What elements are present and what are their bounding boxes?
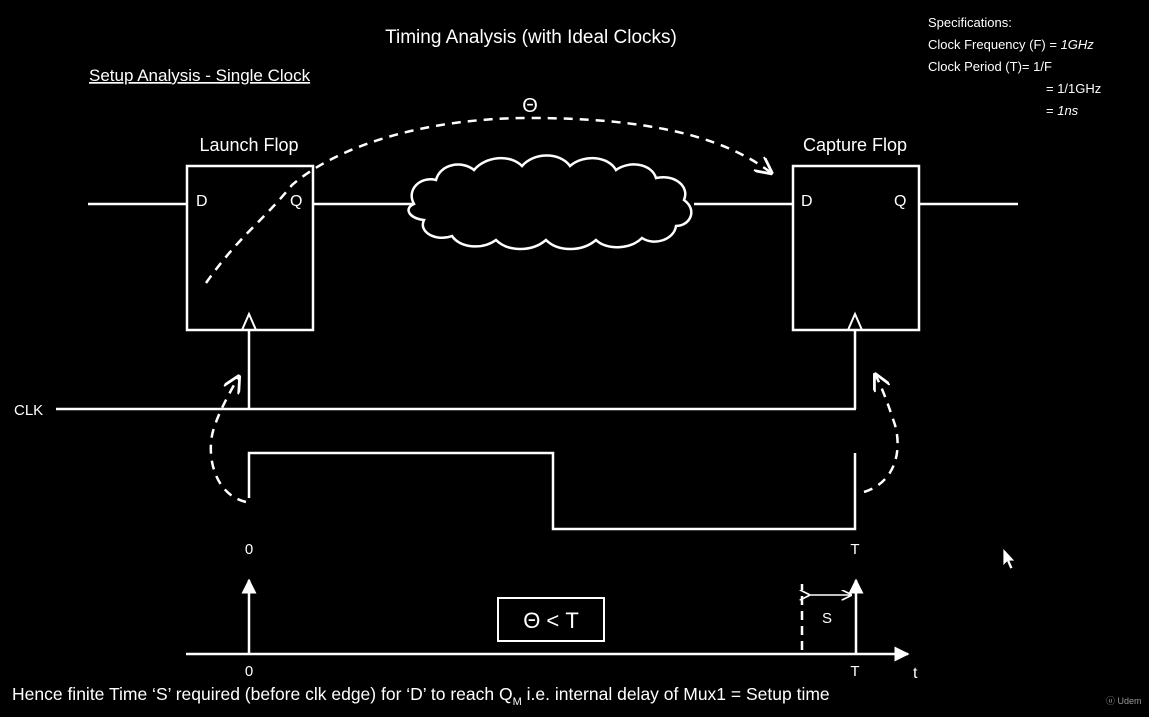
theta-label: Θ — [522, 95, 538, 117]
specifications-heading: Specifications: — [928, 15, 1012, 30]
condition-box — [497, 597, 605, 642]
waveform-end-label: T — [850, 541, 859, 558]
specifications-panel: Specifications: Clock Frequency (F) = 1G… — [928, 12, 1101, 122]
capture-flop-label: Capture Flop — [803, 135, 907, 155]
combinational-logic-cloud — [407, 154, 693, 251]
launch-flop-box — [185, 164, 315, 332]
clock-period-step: = 1/1GHz — [1046, 81, 1102, 96]
clock-frequency-line: Clock Frequency (F) = 1GHz — [928, 37, 1094, 52]
footer-subscript: M — [513, 696, 522, 708]
udemy-watermark: ⓤ Udem — [1106, 696, 1142, 706]
launch-flop-q-pin: Q — [290, 193, 302, 210]
capture-flop-q-pin: Q — [894, 193, 906, 210]
capture-edge-arrow — [863, 376, 899, 494]
clock-period-result: = 1ns — [1046, 103, 1079, 118]
mouse-cursor-icon — [1002, 546, 1016, 570]
footer-prefix: Hence finite Time ‘S’ required (before c… — [12, 684, 513, 704]
time-axis-label: t — [913, 665, 918, 682]
launch-flop-d-pin: D — [196, 193, 208, 210]
capture-flop-box — [791, 164, 921, 332]
footer-sentence: Hence finite Time ‘S’ required (before c… — [12, 684, 830, 708]
waveform-start-label: 0 — [245, 541, 253, 558]
launch-edge-arrow — [209, 378, 247, 504]
setup-time-label: S — [822, 610, 832, 627]
clock-frequency-value: 1GHz — [1060, 37, 1094, 52]
clk-label: CLK — [14, 402, 43, 419]
data-path-delay-arrow — [204, 116, 770, 284]
capture-flop-clock-triangle — [846, 311, 864, 331]
section-subtitle: Setup Analysis - Single Clock — [89, 66, 311, 85]
clock-waveform — [247, 451, 857, 531]
timeline-start-label: 0 — [245, 663, 253, 680]
page-title: Timing Analysis (with Ideal Clocks) — [385, 27, 677, 48]
footer-suffix: i.e. internal delay of Mux1 = Setup time — [522, 684, 830, 704]
launch-flop-clock-triangle — [240, 311, 258, 331]
capture-flop-d-pin: D — [801, 193, 813, 210]
condition-text: Θ < T — [523, 608, 579, 633]
launch-flop-label: Launch Flop — [199, 135, 298, 155]
clock-period-line: Clock Period (T)= 1/F — [928, 59, 1052, 74]
timeline-end-label: T — [850, 663, 859, 680]
